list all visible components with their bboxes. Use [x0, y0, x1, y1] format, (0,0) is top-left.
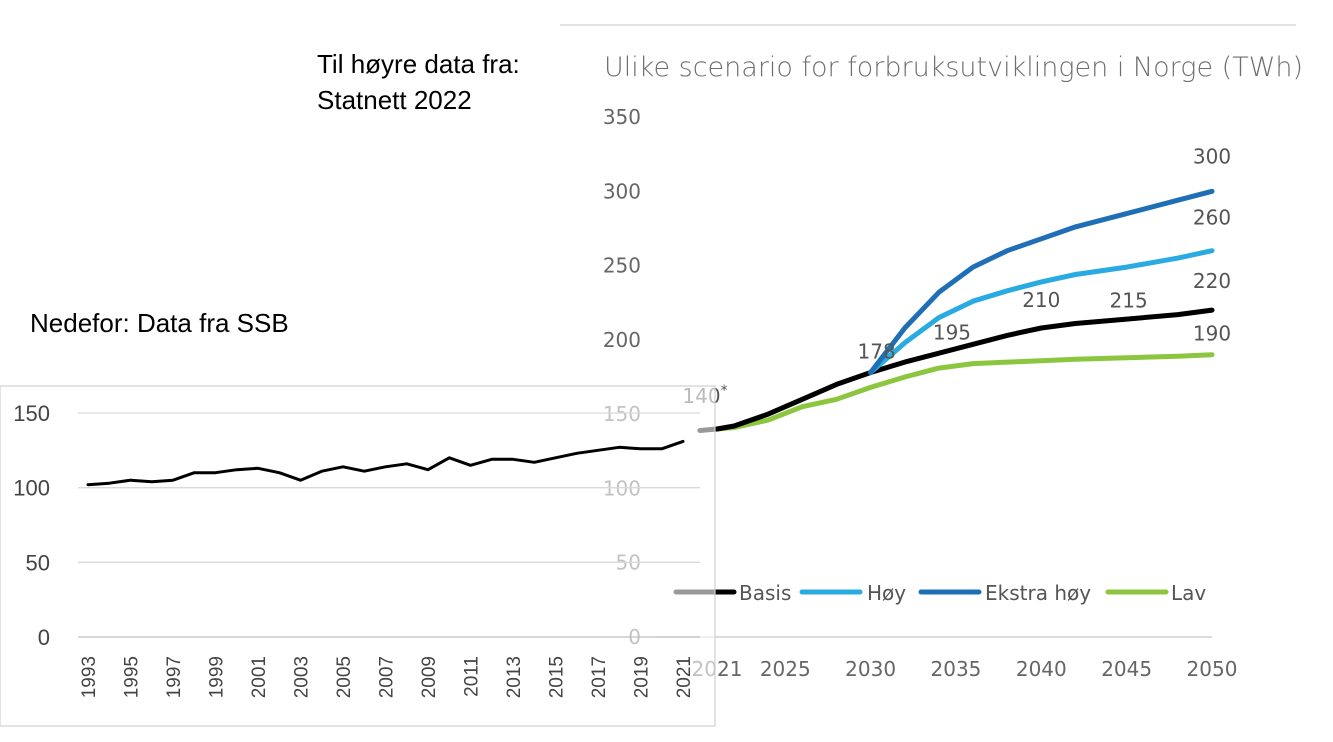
ssb-x-tick-label: 2013 — [504, 656, 525, 698]
legend-item: Høy — [799, 581, 906, 605]
right-y-tick-label: 300 — [603, 179, 641, 203]
data-label: 195 — [933, 320, 971, 344]
ssb-x-tick-label: 2005 — [334, 656, 355, 698]
right-x-axis: 2021 2025 2030 2035 2040 2045 2050 — [692, 657, 1238, 681]
ssb-y-tick-label: 50 — [26, 550, 50, 575]
ssb-x-tick-label: 2017 — [589, 656, 610, 698]
legend-label: Ekstra høy — [985, 581, 1091, 605]
ssb-series — [86, 439, 685, 487]
ssb-x-tick-label: 1999 — [207, 656, 228, 698]
right-x-tick-label: 2045 — [1101, 657, 1152, 681]
ssb-x-axis: 1993 1995 1997 1999 2001 2003 2005 2007 2009 2011… — [79, 656, 695, 698]
series-line-lav — [714, 352, 1215, 432]
data-label: 215 — [1110, 289, 1148, 313]
ssb-chart: 150 100 50 0 1993 1995 1997 1999 2001 2003 2005 20… — [0, 385, 716, 727]
right-y-tick-label: 250 — [603, 254, 641, 278]
source-note-line2: Statnett 2022 — [317, 85, 472, 115]
ssb-chart-frame — [0, 385, 716, 727]
ssb-x-tick-label: 2001 — [249, 656, 270, 698]
right-x-tick-label: 2050 — [1187, 657, 1238, 681]
legend-item: Ekstra høy — [918, 581, 1091, 605]
data-label: 210 — [1022, 288, 1060, 312]
legend-item: Lav — [1105, 581, 1206, 605]
data-label: 220 — [1193, 269, 1231, 293]
right-y-tick-label: 350 — [603, 105, 641, 129]
ssb-x-tick-label: 2015 — [547, 656, 568, 698]
ssb-x-tick-label: 2009 — [419, 656, 440, 698]
ssb-x-tick-label: 1995 — [122, 656, 143, 698]
legend: Basis Høy Ekstra høy Lav — [673, 581, 1206, 605]
data-label: 190 — [1193, 322, 1231, 346]
source-note-line1: Til høyre data fra: — [317, 49, 520, 79]
legend-label: Basis — [739, 581, 791, 605]
data-label: 300 — [1193, 144, 1231, 168]
ssb-x-tick-label: 2003 — [292, 656, 313, 698]
chart-title: Ulike scenario for forbruksutviklingen i… — [604, 52, 1303, 83]
data-label-asterisk: * — [721, 383, 728, 399]
statnett-chart: Ulike scenario for forbruksutviklingen i… — [560, 24, 1303, 681]
right-y-tick-label: 200 — [603, 328, 641, 352]
ssb-x-tick-label: 2021 — [674, 656, 695, 698]
series-line-hoy — [868, 248, 1215, 375]
source-note-ssb: Nedefor: Data fra SSB — [30, 308, 289, 338]
ssb-x-tick-label: 2019 — [632, 656, 653, 698]
ssb-gridlines — [78, 412, 700, 638]
ssb-y-axis: 150 100 50 0 — [13, 401, 50, 650]
ssb-x-tick-label: 1993 — [79, 656, 100, 698]
right-x-tick-label: 2040 — [1016, 657, 1067, 681]
ssb-consumption-line — [86, 439, 685, 487]
ssb-x-tick-label: 2011 — [462, 656, 483, 697]
series-line-basis — [697, 307, 1215, 433]
legend-label: Lav — [1171, 581, 1206, 605]
ssb-x-tick-label: 1997 — [164, 656, 185, 698]
right-x-tick-label: 2035 — [931, 657, 982, 681]
ssb-x-tick-label: 2007 — [377, 656, 398, 698]
ssb-y-tick-label: 100 — [13, 476, 50, 501]
right-x-tick-label: 2030 — [845, 657, 896, 681]
source-note-statnett: Til høyre data fra: Statnett 2022 — [317, 46, 520, 118]
right-x-tick-label: 2025 — [760, 657, 811, 681]
legend-label: Høy — [867, 581, 906, 605]
legend-item: Basis — [673, 581, 791, 605]
right-series — [697, 188, 1215, 433]
data-label: 178 — [858, 340, 896, 364]
ssb-y-tick-label: 150 — [13, 401, 50, 426]
data-label: 260 — [1193, 206, 1231, 230]
ssb-y-tick-label: 0 — [38, 625, 50, 650]
series-line-ekstra-hoy — [868, 188, 1215, 375]
